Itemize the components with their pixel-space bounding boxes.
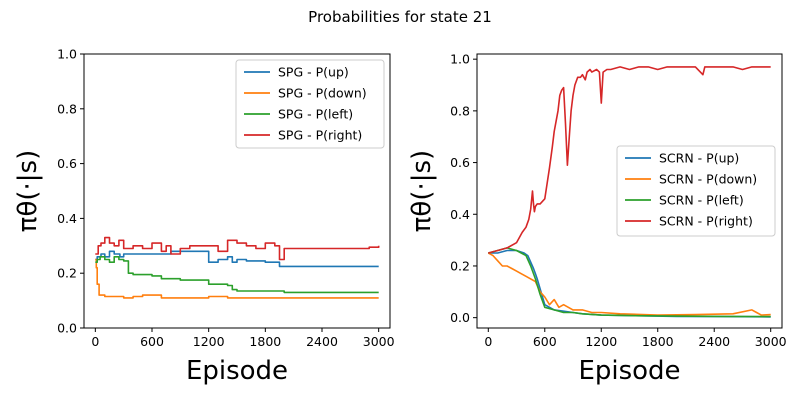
series-line-right bbox=[95, 236, 380, 261]
x-tick-label: 1200 bbox=[193, 334, 225, 349]
x-tick-label: 3000 bbox=[363, 334, 395, 349]
y-tick-label: 1.0 bbox=[57, 47, 77, 62]
y-tick-label: 0.8 bbox=[450, 103, 470, 118]
series-line-up bbox=[488, 249, 771, 318]
chart-panel-right: 0 600 1200 1800 2400 3000 0.0 0.2 0.4 0.6 0.8 1.0 Ep… bbox=[407, 52, 787, 386]
legend-label: SPG - P(up) bbox=[278, 65, 349, 80]
plot-frame bbox=[476, 53, 783, 329]
x-tick-label: 2400 bbox=[698, 334, 730, 349]
x-tick-label: 2400 bbox=[306, 334, 338, 349]
chart-panel-left: 0 600 1200 1800 2400 3000 0.0 0.2 0.4 0.6 0.8 1.0 Ep… bbox=[13, 47, 395, 387]
y-tick-label: 0.2 bbox=[57, 266, 77, 281]
x-tick-label: 1200 bbox=[585, 334, 617, 349]
legend: SCRN - P(up) SCRN - P(down) SCRN - P(left)… bbox=[616, 145, 776, 237]
y-tick-label: 0.6 bbox=[450, 155, 470, 170]
y-tick-label: 0.2 bbox=[450, 258, 470, 273]
y-tick-label: 0.0 bbox=[450, 310, 470, 325]
figure-title: Probabilities for state 21 bbox=[308, 8, 492, 26]
legend-label: SPG - P(right) bbox=[278, 128, 362, 143]
x-axis-label: Episode bbox=[186, 356, 288, 386]
y-tick-label: 0.0 bbox=[57, 321, 77, 336]
x-tick-label: 0 bbox=[484, 334, 492, 349]
y-tick-label: 0.4 bbox=[450, 207, 470, 222]
legend: SPG - P(up) SPG - P(down) SPG - P(left) SPG… bbox=[235, 59, 385, 149]
legend-label: SCRN - P(left) bbox=[659, 193, 744, 208]
y-tick-label: 0.6 bbox=[57, 156, 77, 171]
y-axis-label: πθ(·|s) bbox=[407, 150, 437, 232]
series-line-right bbox=[488, 66, 771, 254]
legend-label: SCRN - P(right) bbox=[659, 214, 753, 229]
legend-box bbox=[235, 59, 385, 149]
y-tick-label: 1.0 bbox=[450, 52, 470, 67]
series-line-left bbox=[95, 256, 379, 294]
legend-label: SCRN - P(up) bbox=[659, 151, 739, 166]
y-tick-label: 0.8 bbox=[57, 101, 77, 116]
x-tick-label: 0 bbox=[91, 334, 99, 349]
x-tick-label: 600 bbox=[533, 334, 557, 349]
legend-label: SPG - P(left) bbox=[278, 107, 353, 122]
x-tick-label: 600 bbox=[140, 334, 164, 349]
series-line-down bbox=[95, 258, 379, 299]
y-tick-label: 0.4 bbox=[57, 211, 77, 226]
legend-label: SPG - P(down) bbox=[278, 86, 367, 101]
x-tick-label: 1800 bbox=[249, 334, 281, 349]
x-tick-label: 3000 bbox=[755, 334, 787, 349]
x-tick-label: 1800 bbox=[642, 334, 674, 349]
series-line-left bbox=[488, 247, 771, 318]
legend-box bbox=[616, 145, 776, 237]
series-line-up bbox=[95, 250, 379, 268]
x-axis-label: Episode bbox=[578, 356, 680, 386]
plot-frame bbox=[83, 53, 391, 329]
y-axis-label: πθ(·|s) bbox=[13, 150, 43, 232]
series-line-down bbox=[487, 252, 771, 316]
legend-label: SCRN - P(down) bbox=[659, 172, 757, 187]
